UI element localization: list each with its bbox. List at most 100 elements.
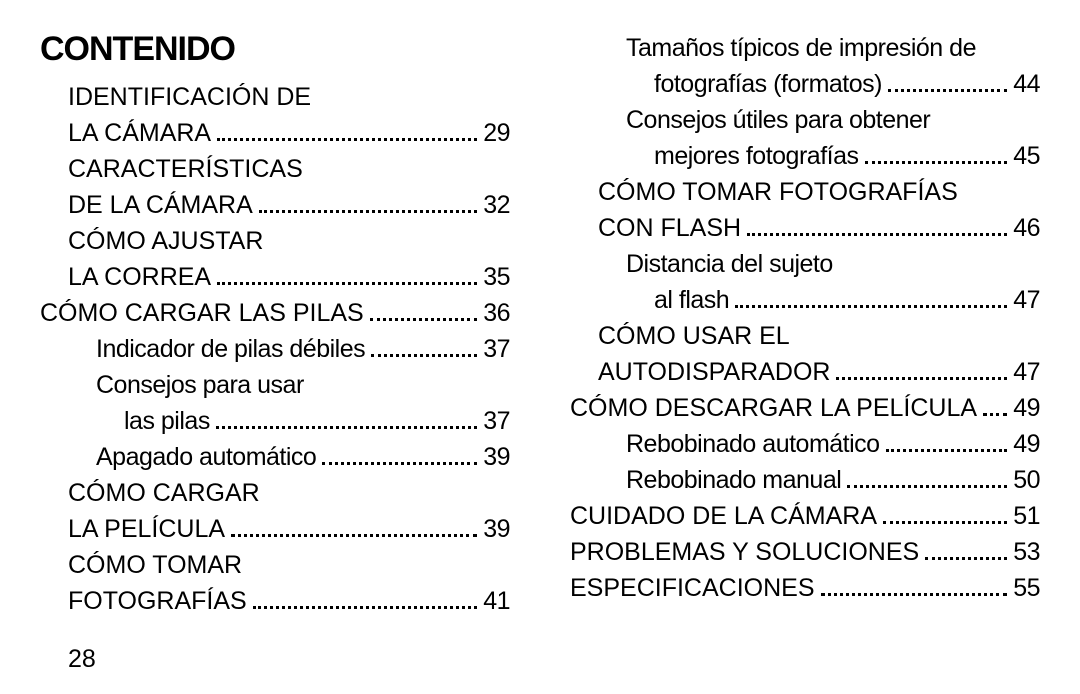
toc-entry-page: 55 xyxy=(1013,570,1040,606)
toc-entry: CON FLASH 46 xyxy=(570,210,1040,246)
toc-entry: al flash 47 xyxy=(570,282,1040,318)
toc-entry: las pilas 37 xyxy=(40,403,510,439)
toc-entry-line: CÓMO CARGAR xyxy=(40,475,510,511)
toc-entry-page: 39 xyxy=(483,511,510,547)
toc-entry-page: 45 xyxy=(1013,138,1040,174)
toc-entry-page: 37 xyxy=(483,331,510,367)
toc-entry-page: 37 xyxy=(483,403,510,439)
toc-left-entries: IDENTIFICACIÓN DELA CÁMARA 29 CARACTERÍSTI… xyxy=(40,79,510,619)
toc-entry-label: DE LA CÁMARA xyxy=(68,187,253,223)
toc-entry-label: CÓMO AJUSTAR xyxy=(68,223,263,259)
toc-entry-line: Consejos para usar xyxy=(40,367,510,403)
toc-entry-page: 41 xyxy=(483,583,510,619)
toc-entry-label: AUTODISPARADOR xyxy=(598,354,830,390)
toc-leader-dots xyxy=(821,573,1008,596)
toc-entry: fotografías (formatos) 44 xyxy=(570,66,1040,102)
toc-leader-dots xyxy=(322,442,477,465)
toc-entry-page: 51 xyxy=(1013,498,1040,534)
toc-entry: PROBLEMAS Y SOLUCIONES 53 xyxy=(570,534,1040,570)
toc-entry: LA PELÍCULA39 xyxy=(40,511,510,547)
toc-entry-page: 44 xyxy=(1013,66,1040,102)
toc-leader-dots xyxy=(217,262,477,285)
toc-entry-page: 50 xyxy=(1013,462,1040,498)
toc-entry-page: 49 xyxy=(1013,426,1040,462)
toc-entry-page: 47 xyxy=(1013,282,1040,318)
toc-entry-label: LA CÁMARA xyxy=(68,115,211,151)
toc-entry-page: 46 xyxy=(1013,210,1040,246)
toc-right-column: Tamaños típicos de impresión defotografí… xyxy=(570,30,1040,674)
page-number: 28 xyxy=(40,639,510,674)
toc-leader-dots xyxy=(370,298,477,321)
toc-entry: DE LA CÁMARA 32 xyxy=(40,187,510,223)
toc-leader-dots xyxy=(253,586,477,609)
toc-entry: Rebobinado automático 49 xyxy=(570,426,1040,462)
toc-entry-page: 39 xyxy=(483,439,510,475)
toc-entry-label: Distancia del sujeto xyxy=(626,246,833,282)
toc-entry-line: Distancia del sujeto xyxy=(570,246,1040,282)
toc-entry-page: 32 xyxy=(483,187,510,223)
toc-entry-line: Consejos útiles para obtener xyxy=(570,102,1040,138)
toc-entry-page: 53 xyxy=(1013,534,1040,570)
toc-entry: mejores fotografías 45 xyxy=(570,138,1040,174)
toc-entry-label: CÓMO TOMAR xyxy=(68,547,242,583)
toc-entry-line: CARACTERÍSTICAS xyxy=(40,151,510,187)
toc-entry-line: Tamaños típicos de impresión de xyxy=(570,30,1040,66)
toc-leader-dots xyxy=(983,393,1007,416)
toc-entry-label: Consejos para usar xyxy=(96,367,304,403)
toc-entry-label: Consejos útiles para obtener xyxy=(626,102,930,138)
toc-entry-label: CÓMO DESCARGAR LA PELÍCULA xyxy=(570,390,977,426)
toc-entry: CUIDADO DE LA CÁMARA 51 xyxy=(570,498,1040,534)
toc-entry-label: CÓMO USAR EL xyxy=(598,318,790,354)
toc-right-entries: Tamaños típicos de impresión defotografí… xyxy=(570,30,1040,606)
toc-entry: CÓMO CARGAR LAS PILAS36 xyxy=(40,295,510,331)
toc-entry: Indicador de pilas débiles 37 xyxy=(40,331,510,367)
toc-entry-label: CÓMO TOMAR FOTOGRAFÍAS xyxy=(598,174,958,210)
toc-entry-line: CÓMO AJUSTAR xyxy=(40,223,510,259)
toc-leader-dots xyxy=(886,429,1008,452)
toc-leader-dots xyxy=(836,357,1007,380)
toc-entry-label: CON FLASH xyxy=(598,210,741,246)
toc-entry-label: mejores fotografías xyxy=(654,138,859,174)
toc-entry-page: 35 xyxy=(483,259,510,295)
toc-entry-line: IDENTIFICACIÓN DE xyxy=(40,79,510,115)
toc-entry-page: 47 xyxy=(1013,354,1040,390)
toc-entry-label: Rebobinado manual xyxy=(626,462,841,498)
toc-entry-label: Tamaños típicos de impresión de xyxy=(626,30,976,66)
toc-heading: CONTENIDO xyxy=(40,30,510,69)
toc-entry-line: CÓMO TOMAR xyxy=(40,547,510,583)
toc-entry: ESPECIFICACIONES 55 xyxy=(570,570,1040,606)
toc-entry-label: las pilas xyxy=(124,403,210,439)
toc-entry: FOTOGRAFÍAS41 xyxy=(40,583,510,619)
toc-leader-dots xyxy=(217,118,477,141)
toc-entry-label: PROBLEMAS Y SOLUCIONES xyxy=(570,534,919,570)
toc-entry: LA CORREA 35 xyxy=(40,259,510,295)
toc-entry: Apagado automático39 xyxy=(40,439,510,475)
toc-leader-dots xyxy=(231,514,477,537)
toc-entry-label: ESPECIFICACIONES xyxy=(570,570,815,606)
toc-leader-dots xyxy=(735,285,1007,308)
toc-entry-line: CÓMO USAR EL xyxy=(570,318,1040,354)
toc-leader-dots xyxy=(371,334,477,357)
toc-left-column: CONTENIDO IDENTIFICACIÓN DELA CÁMARA 29 CA… xyxy=(40,30,510,674)
toc-entry: AUTODISPARADOR 47 xyxy=(570,354,1040,390)
toc-leader-dots xyxy=(747,213,1007,236)
toc-entry-label: IDENTIFICACIÓN DE xyxy=(68,79,311,115)
toc-entry-label: CUIDADO DE LA CÁMARA xyxy=(570,498,877,534)
toc-leader-dots xyxy=(925,537,1007,560)
toc-entry-page: 29 xyxy=(483,115,510,151)
toc-entry-label: Indicador de pilas débiles xyxy=(96,331,365,367)
toc-entry-line: CÓMO TOMAR FOTOGRAFÍAS xyxy=(570,174,1040,210)
toc-entry-label: LA CORREA xyxy=(68,259,211,295)
toc-entry: CÓMO DESCARGAR LA PELÍCULA 49 xyxy=(570,390,1040,426)
toc-entry-label: CÓMO CARGAR xyxy=(68,475,260,511)
toc-entry-label: al flash xyxy=(654,282,729,318)
toc-leader-dots xyxy=(216,406,477,429)
toc-leader-dots xyxy=(847,465,1007,488)
toc-leader-dots xyxy=(259,190,477,213)
toc-entry-page: 36 xyxy=(483,295,510,331)
toc-entry-label: CARACTERÍSTICAS xyxy=(68,151,303,187)
toc-entry-label: Rebobinado automático xyxy=(626,426,880,462)
toc-entry-label: fotografías (formatos) xyxy=(654,66,882,102)
toc-entry-page: 49 xyxy=(1013,390,1040,426)
toc-entry: Rebobinado manual 50 xyxy=(570,462,1040,498)
